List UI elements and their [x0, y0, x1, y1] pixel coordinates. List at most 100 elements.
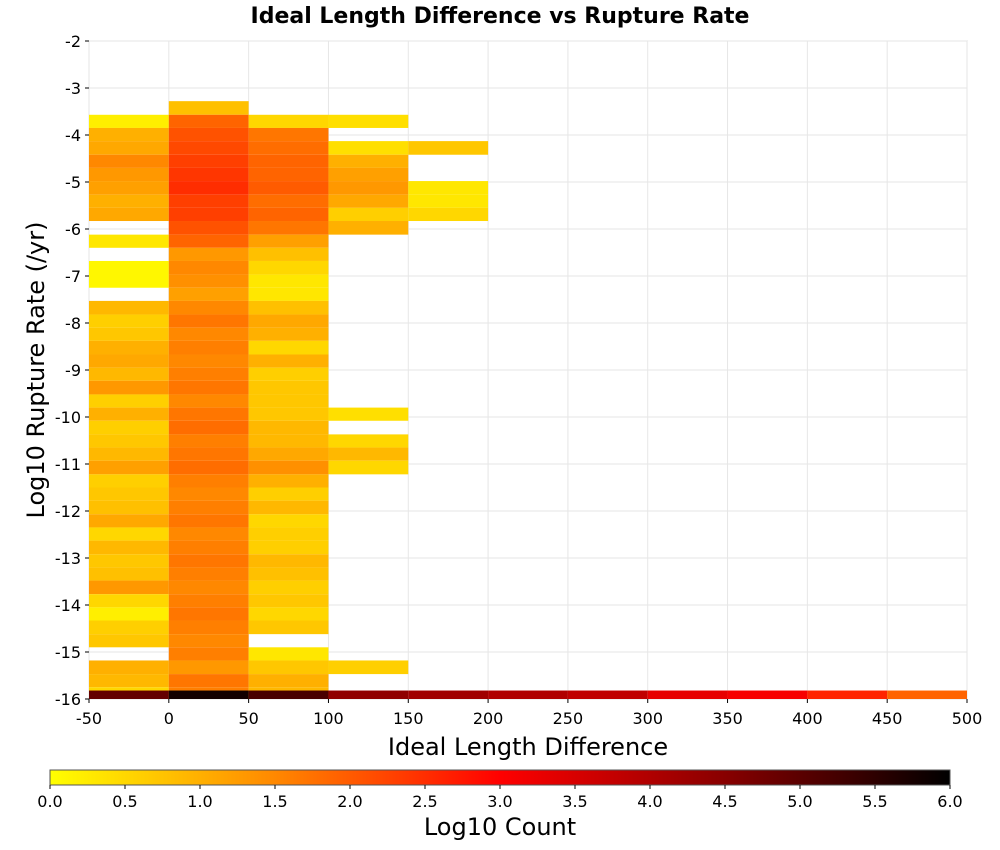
x-tick-label: 500 — [952, 709, 983, 728]
heatmap-cell — [248, 327, 329, 341]
heatmap-cell — [168, 620, 249, 635]
heatmap-cell — [89, 540, 169, 555]
heatmap-cells — [89, 101, 967, 699]
heatmap-cell-bottom — [89, 690, 169, 699]
x-tick-label: 200 — [473, 709, 504, 728]
heatmap-cell — [328, 141, 409, 155]
y-tick-label: -8 — [65, 314, 81, 333]
x-tick-label: 100 — [313, 709, 344, 728]
heatmap-cell — [168, 274, 249, 288]
heatmap-cell — [89, 181, 169, 195]
heatmap-cell — [248, 380, 329, 395]
heatmap-cell — [168, 594, 249, 608]
x-axis-label: Ideal Length Difference — [388, 733, 668, 761]
heatmap-cell — [89, 660, 169, 675]
heatmap-cell — [328, 221, 409, 235]
heatmap-cell — [248, 407, 329, 421]
heatmap-cell — [248, 367, 329, 381]
heatmap-cell — [248, 114, 329, 128]
heatmap-cell — [168, 354, 249, 368]
heatmap-cell — [89, 460, 169, 475]
heatmap-cell — [328, 194, 409, 208]
heatmap-cell — [89, 447, 169, 461]
x-tick-label: 150 — [393, 709, 424, 728]
heatmap-cell — [89, 394, 169, 408]
heatmap-cell — [168, 247, 249, 261]
heatmap-cell — [248, 527, 329, 541]
x-tick-label: 0 — [164, 709, 174, 728]
y-tick-label: -4 — [65, 126, 81, 145]
y-tick-label: -15 — [55, 643, 81, 662]
heatmap-cell — [168, 380, 249, 395]
colorbar-tick-label: 3.0 — [487, 792, 512, 811]
heatmap-cell — [248, 500, 329, 515]
heatmap-cell — [89, 367, 169, 381]
heatmap-cell — [248, 221, 329, 235]
heatmap-cell — [248, 580, 329, 595]
heatmap-cell — [89, 314, 169, 328]
heatmap-cell — [89, 420, 169, 435]
colorbar — [49, 769, 951, 786]
heatmap-cell — [168, 420, 249, 435]
colorbar-tick-label: 0.0 — [37, 792, 62, 811]
heatmap-cell-bottom — [168, 690, 249, 699]
heatmap-cell — [248, 194, 329, 208]
heatmap-cell — [168, 154, 249, 168]
colorbar-tick-label: 6.0 — [937, 792, 962, 811]
heatmap-cell — [408, 141, 489, 155]
heatmap-cell — [248, 354, 329, 368]
heatmap-cell — [328, 660, 409, 675]
heatmap-cell — [248, 154, 329, 168]
heatmap-cell-bottom — [328, 690, 409, 699]
heatmap-cell — [89, 154, 169, 168]
heatmap-cell — [248, 420, 329, 435]
heatmap-cell — [328, 167, 409, 182]
heatmap-cell — [248, 540, 329, 555]
heatmap-cell — [248, 260, 329, 275]
heatmap-cell — [168, 167, 249, 182]
heatmap-cell — [89, 260, 169, 288]
heatmap-cell — [248, 474, 329, 488]
heatmap-cell — [248, 594, 329, 608]
colorbar-tick-label: 4.0 — [637, 792, 662, 811]
colorbar-tick-label: 2.5 — [412, 792, 437, 811]
heatmap-cell — [248, 300, 329, 315]
y-tick-label: -5 — [65, 173, 81, 192]
heatmap-cell — [168, 554, 249, 568]
heatmap-cell — [248, 674, 329, 688]
heatmap-cell — [89, 300, 169, 315]
colorbar-tick-label: 0.5 — [112, 792, 137, 811]
heatmap-cell — [248, 514, 329, 528]
heatmap-cell — [89, 407, 169, 421]
heatmap-cell — [328, 207, 409, 222]
colorbar-tick-label: 3.5 — [562, 792, 587, 811]
heatmap-cell — [248, 394, 329, 408]
heatmap-cell — [89, 500, 169, 515]
heatmap-cell — [168, 434, 249, 448]
heatmap-cell — [89, 141, 169, 155]
colorbar-label: Log10 Count — [424, 813, 576, 841]
y-tick-label: -6 — [65, 220, 81, 239]
heatmap-cell — [168, 660, 249, 675]
x-tick-label: 400 — [792, 709, 823, 728]
heatmap-cell — [248, 314, 329, 328]
y-tick-label: -11 — [55, 455, 81, 474]
heatmap-cell — [168, 340, 249, 355]
y-tick-label: -13 — [55, 549, 81, 568]
heatmap-cell — [248, 607, 329, 621]
heatmap-cell — [89, 554, 169, 568]
heatmap-cell — [248, 340, 329, 355]
heatmap-cell — [168, 540, 249, 555]
heatmap-cell — [248, 274, 329, 288]
heatmap-cell — [248, 234, 329, 248]
heatmap-cell — [89, 594, 169, 608]
heatmap-cell — [168, 287, 249, 301]
heatmap-cell — [168, 580, 249, 595]
heatmap-cell — [168, 460, 249, 475]
heatmap-cell — [89, 674, 169, 688]
heatmap-cell-bottom — [727, 690, 808, 699]
heatmap-cell — [89, 607, 169, 621]
heatmap-cell-bottom — [248, 690, 329, 699]
heatmap-cell — [328, 434, 409, 448]
heatmap-cell — [168, 607, 249, 621]
